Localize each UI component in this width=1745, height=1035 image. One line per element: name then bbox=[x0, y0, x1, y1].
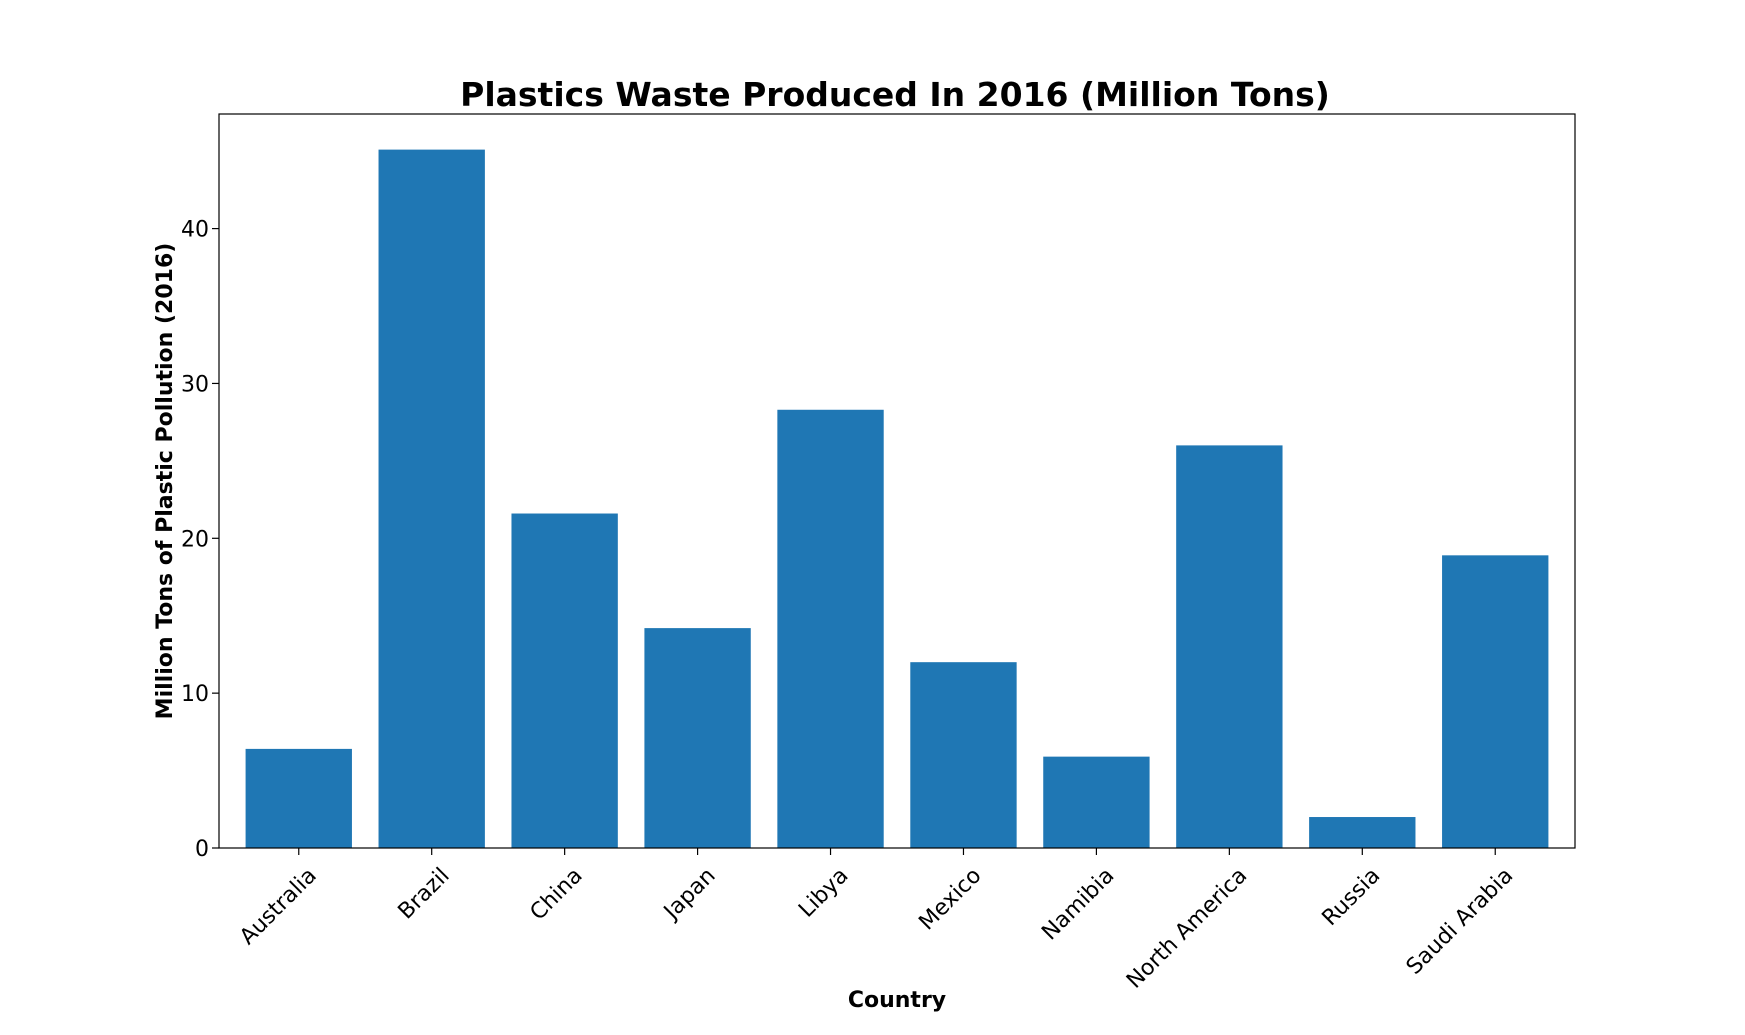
bars bbox=[245, 149, 1549, 848]
chart-title: Plastics Waste Produced In 2016 (Million… bbox=[460, 75, 1330, 114]
y-tick-label: 0 bbox=[195, 837, 209, 862]
x-tick-label: Japan bbox=[658, 863, 720, 925]
x-tick-label: Russia bbox=[1318, 863, 1386, 931]
bar-saudi-arabia bbox=[1442, 555, 1549, 848]
bar-mexico bbox=[910, 662, 1017, 848]
x-axis-label: Country bbox=[848, 988, 946, 1013]
x-tick-label: Saudi Arabia bbox=[1402, 863, 1518, 979]
bar-australia bbox=[245, 748, 352, 848]
bar-namibia bbox=[1043, 756, 1150, 848]
y-axis-label: Million Tons of Plastic Pollution (2016) bbox=[153, 243, 178, 720]
bar-brazil bbox=[378, 149, 485, 848]
bar-china bbox=[511, 513, 618, 848]
x-tick-label: Australia bbox=[235, 863, 321, 949]
y-tick-label: 20 bbox=[181, 527, 209, 552]
y-axis: 0 10 20 30 40 bbox=[181, 218, 219, 862]
x-tick-label: North America bbox=[1122, 863, 1252, 993]
bar-russia bbox=[1309, 817, 1416, 848]
bar-libya bbox=[777, 409, 884, 848]
bar-north-america bbox=[1176, 445, 1283, 848]
y-tick-label: 40 bbox=[181, 218, 209, 243]
x-tick-label: Namibia bbox=[1037, 863, 1119, 945]
bar-japan bbox=[644, 628, 751, 848]
plot-area-frame bbox=[218, 113, 1576, 849]
y-tick-label: 10 bbox=[181, 682, 209, 707]
x-axis: Australia Brazil China Japan Libya Mexico Nami… bbox=[235, 848, 1518, 994]
x-tick-label: China bbox=[526, 863, 588, 925]
x-tick-label: Libya bbox=[794, 863, 853, 922]
x-tick-label: Mexico bbox=[914, 863, 986, 935]
y-tick-label: 30 bbox=[181, 372, 209, 397]
x-tick-label: Brazil bbox=[394, 863, 455, 924]
